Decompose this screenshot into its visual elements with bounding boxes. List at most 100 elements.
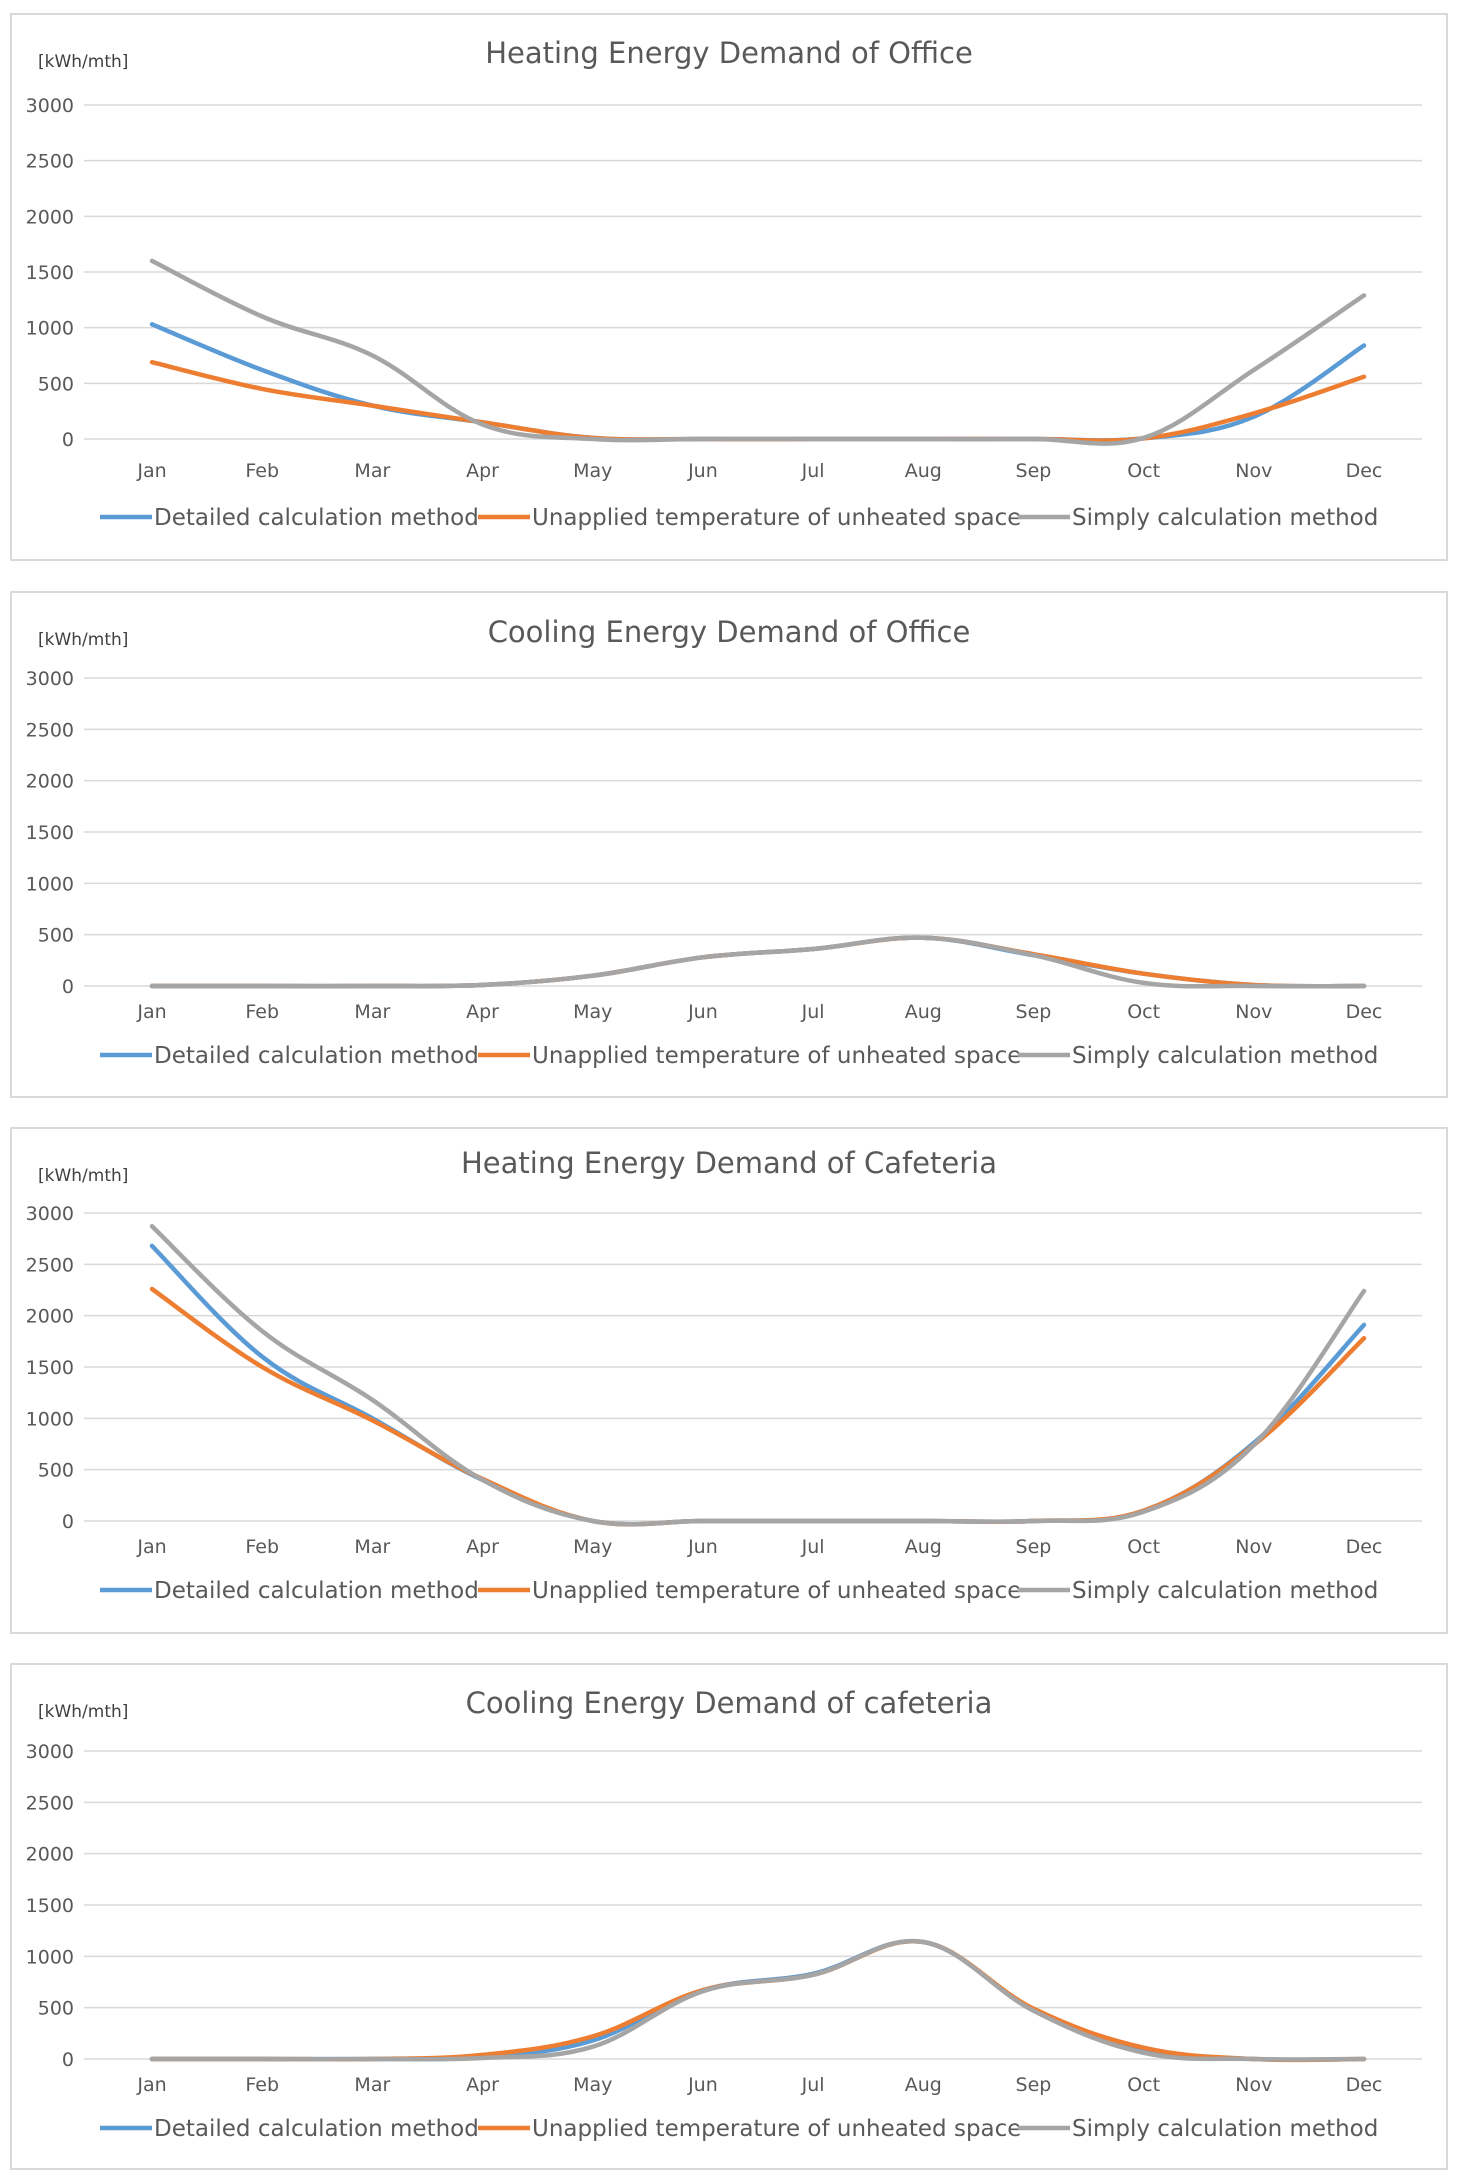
y-tick-label: 500 (38, 373, 74, 395)
x-tick-label: Jan (136, 1536, 166, 1558)
x-tick-label: Mar (354, 2074, 390, 2096)
x-tick-label: Jan (136, 1001, 166, 1023)
x-tick-label: Nov (1235, 1536, 1272, 1558)
y-axis-unit-label: [kWh/mth] (38, 1702, 128, 1722)
y-tick-label: 0 (62, 1511, 74, 1533)
x-tick-label: Dec (1346, 2074, 1383, 2096)
series-line-simply (149, 1938, 1367, 2062)
x-tick-label: Feb (245, 1001, 279, 1023)
x-tick-label: Apr (466, 1536, 499, 1558)
x-tick-label: Jul (801, 1536, 825, 1558)
chart-panel-cooling-cafeteria: Cooling Energy Demand of cafeteria [kWh/m… (10, 1663, 1448, 2170)
series-line-unapplied (149, 359, 1367, 443)
x-tick-label: Sep (1016, 2074, 1052, 2096)
y-tick-label: 1000 (26, 1408, 74, 1430)
x-tick-label: Nov (1235, 1001, 1272, 1023)
y-tick-label: 1000 (26, 873, 74, 895)
chart-cooling-office: Cooling Energy Demand of Office [kWh/mth]… (26, 615, 1422, 1069)
legend-label-detailed: Detailed calculation method (154, 505, 479, 531)
chart-title: Cooling Energy Demand of cafeteria (466, 1686, 993, 1720)
x-tick-label: Mar (354, 460, 390, 482)
y-tick-label: 500 (38, 1998, 74, 2020)
x-tick-label: Jan (136, 460, 166, 482)
legend-label-detailed: Detailed calculation method (154, 1578, 479, 1604)
x-tick-label: May (573, 1536, 612, 1558)
series-line-detailed (149, 1938, 1367, 2063)
series-line-simply (149, 935, 1367, 989)
chart-panel-cooling-office: Cooling Energy Demand of Office [kWh/mth]… (10, 591, 1448, 1098)
legend-label-detailed: Detailed calculation method (154, 2116, 479, 2142)
x-tick-label: May (573, 1001, 612, 1023)
y-tick-label: 500 (38, 925, 74, 947)
x-tick-label: May (573, 2074, 612, 2096)
y-tick-label: 1500 (26, 262, 74, 284)
x-tick-label: Feb (245, 1536, 279, 1558)
x-tick-label: Aug (905, 2074, 942, 2096)
x-tick-label: Jul (801, 460, 825, 482)
x-tick-label: Mar (354, 1001, 390, 1023)
series-line-unapplied (149, 1286, 1367, 1527)
x-tick-label: Apr (466, 2074, 499, 2096)
x-tick-label: Jan (136, 2074, 166, 2096)
y-axis-unit-label: [kWh/mth] (38, 52, 128, 72)
legend-label-unapplied: Unapplied temperature of unheated space (532, 2116, 1021, 2142)
y-axis-unit-label: [kWh/mth] (38, 1166, 128, 1186)
y-tick-label: 3000 (26, 1741, 74, 1763)
x-tick-label: Oct (1127, 460, 1160, 482)
chart-title: Heating Energy Demand of Office (485, 36, 973, 70)
x-tick-label: Jun (687, 460, 718, 482)
x-tick-label: Sep (1016, 1001, 1052, 1023)
legend-label-simply: Simply calculation method (1072, 2116, 1378, 2142)
x-tick-label: Sep (1016, 1536, 1052, 1558)
x-tick-label: Jun (687, 1536, 718, 1558)
y-tick-label: 3000 (26, 95, 74, 117)
y-tick-label: 2000 (26, 206, 74, 228)
legend-label-unapplied: Unapplied temperature of unheated space (532, 1578, 1021, 1604)
y-axis-unit-label: [kWh/mth] (38, 630, 128, 650)
series-line-unapplied (149, 935, 1367, 989)
y-tick-label: 3000 (26, 1203, 74, 1225)
series-line-simply (149, 1224, 1367, 1527)
y-tick-label: 1500 (26, 822, 74, 844)
legend-label-unapplied: Unapplied temperature of unheated space (532, 505, 1021, 531)
y-tick-label: 3000 (26, 668, 74, 690)
x-tick-label: Apr (466, 460, 499, 482)
legend-label-simply: Simply calculation method (1072, 1578, 1378, 1604)
chart-heating-office: Heating Energy Demand of Office [kWh/mth]… (26, 36, 1422, 531)
y-tick-label: 1000 (26, 318, 74, 340)
chart-title: Heating Energy Demand of Cafeteria (461, 1146, 997, 1180)
y-tick-label: 2500 (26, 719, 74, 741)
chart-cooling-cafeteria: Cooling Energy Demand of cafeteria [kWh/m… (26, 1686, 1422, 2142)
x-tick-label: Nov (1235, 2074, 1272, 2096)
x-tick-label: Aug (905, 460, 942, 482)
y-tick-label: 1500 (26, 1895, 74, 1917)
y-tick-label: 2000 (26, 771, 74, 793)
x-tick-label: Dec (1346, 460, 1383, 482)
x-tick-label: Nov (1235, 460, 1272, 482)
legend-label-unapplied: Unapplied temperature of unheated space (532, 1043, 1021, 1069)
x-tick-label: Feb (245, 460, 279, 482)
y-tick-label: 2000 (26, 1306, 74, 1328)
x-tick-label: Apr (466, 1001, 499, 1023)
x-tick-label: Dec (1346, 1001, 1383, 1023)
y-tick-label: 0 (62, 976, 74, 998)
x-tick-label: Jul (801, 2074, 825, 2096)
x-tick-label: Jun (687, 2074, 718, 2096)
x-tick-label: Feb (245, 2074, 279, 2096)
chart-panel-heating-office: Heating Energy Demand of Office [kWh/mth]… (10, 13, 1448, 561)
y-tick-label: 2500 (26, 151, 74, 173)
x-tick-label: Oct (1127, 1001, 1160, 1023)
legend-label-simply: Simply calculation method (1072, 505, 1378, 531)
x-tick-label: Oct (1127, 2074, 1160, 2096)
x-tick-label: Jun (687, 1001, 718, 1023)
chart-title: Cooling Energy Demand of Office (488, 615, 971, 649)
chart-panel-heating-cafeteria: Heating Energy Demand of Cafeteria [kWh/m… (10, 1127, 1448, 1634)
x-tick-label: Jul (801, 1001, 825, 1023)
x-tick-label: Oct (1127, 1536, 1160, 1558)
x-tick-label: Dec (1346, 1536, 1383, 1558)
y-tick-label: 0 (62, 2049, 74, 2071)
chart-heating-cafeteria: Heating Energy Demand of Cafeteria [kWh/m… (26, 1146, 1422, 1604)
series-line-simply (149, 258, 1367, 446)
x-tick-label: Sep (1016, 460, 1052, 482)
x-tick-label: Aug (905, 1001, 942, 1023)
